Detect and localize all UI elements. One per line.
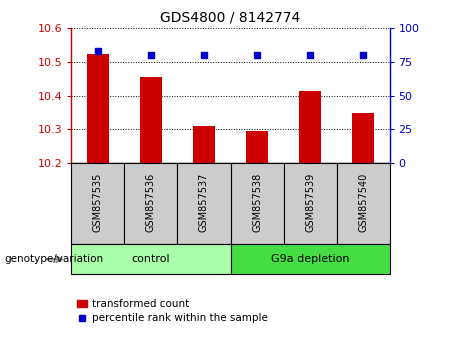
Point <box>254 52 261 58</box>
Bar <box>177 163 230 244</box>
Bar <box>71 244 230 274</box>
Text: GSM857539: GSM857539 <box>305 172 315 232</box>
Bar <box>87 53 108 163</box>
Bar <box>71 163 124 244</box>
Point <box>359 52 366 58</box>
Point <box>306 52 313 58</box>
Bar <box>140 77 161 163</box>
Bar <box>299 91 320 163</box>
Text: GSM857535: GSM857535 <box>93 172 103 232</box>
Text: GSM857538: GSM857538 <box>252 172 262 232</box>
Point <box>200 52 207 58</box>
Bar <box>284 163 337 244</box>
Text: GSM857540: GSM857540 <box>358 172 368 232</box>
Bar <box>337 163 390 244</box>
Text: control: control <box>132 254 170 264</box>
Bar <box>230 244 390 274</box>
Text: genotype/variation: genotype/variation <box>5 254 104 264</box>
Text: GSM857536: GSM857536 <box>146 172 156 232</box>
Bar <box>230 163 284 244</box>
Legend: transformed count, percentile rank within the sample: transformed count, percentile rank withi… <box>77 299 268 323</box>
Text: G9a depletion: G9a depletion <box>271 254 349 264</box>
Bar <box>352 113 373 163</box>
Bar <box>124 163 177 244</box>
Bar <box>246 131 267 163</box>
Text: GSM857537: GSM857537 <box>199 172 209 232</box>
Title: GDS4800 / 8142774: GDS4800 / 8142774 <box>160 10 301 24</box>
Point <box>148 52 155 58</box>
Point <box>94 48 101 54</box>
Bar <box>193 126 214 163</box>
